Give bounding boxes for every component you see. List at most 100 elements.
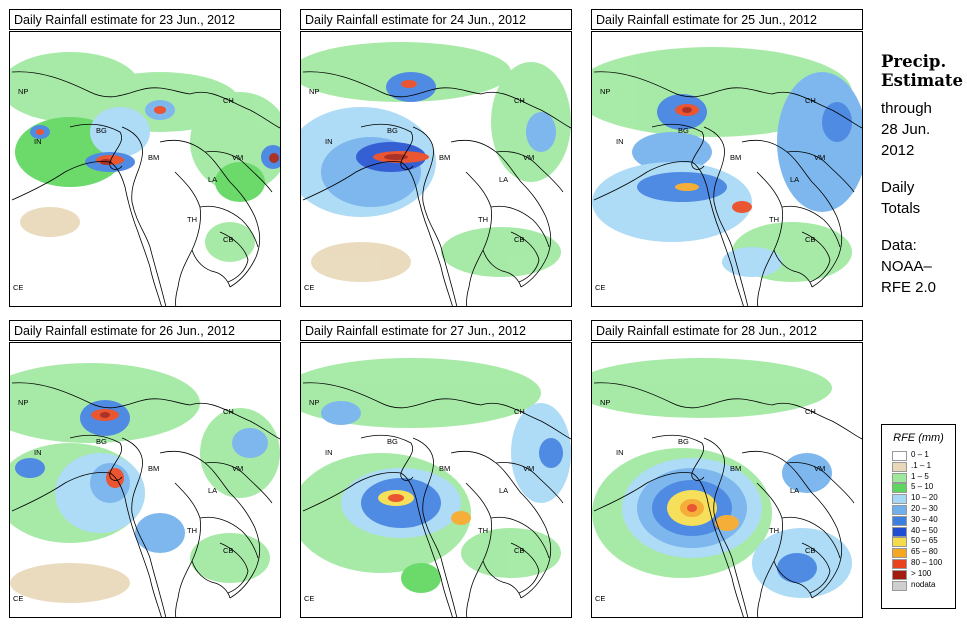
label-in: IN <box>616 448 624 457</box>
label-bg: BG <box>387 437 398 446</box>
label-bm: BM <box>439 464 450 473</box>
label-ch: CH <box>514 407 525 416</box>
legend-swatch <box>892 504 907 515</box>
title-line-1: Precip. <box>881 52 947 71</box>
panel-title: Daily Rainfall estimate for 24 Jun., 201… <box>300 9 572 30</box>
legend-swatch <box>892 483 907 494</box>
label-la: LA <box>499 175 508 184</box>
panel-title: Daily Rainfall estimate for 26 Jun., 201… <box>9 320 281 341</box>
label-bg: BG <box>387 126 398 135</box>
label-np: NP <box>600 398 610 407</box>
label-la: LA <box>499 486 508 495</box>
legend-swatch <box>892 451 907 461</box>
label-np: NP <box>309 87 319 96</box>
label-in: IN <box>616 137 624 146</box>
source-label: NOAA– <box>881 258 932 275</box>
panel-title: Daily Rainfall estimate for 23 Jun., 201… <box>9 9 281 30</box>
panel-title: Daily Rainfall estimate for 25 Jun., 201… <box>591 9 863 30</box>
through-label: through <box>881 100 932 117</box>
label-vm: VM <box>232 153 243 162</box>
label-ch: CH <box>223 96 234 105</box>
label-th: TH <box>478 215 488 224</box>
totals-label: Totals <box>881 200 921 217</box>
label-bg: BG <box>678 126 689 135</box>
label-cb: CB <box>514 546 524 555</box>
figure-title: Precip. Estimate <box>881 52 967 90</box>
period-note: through 28 Jun. 2012 Daily Totals Data: … <box>881 98 967 298</box>
legend-label: 10 – 20 <box>911 493 938 503</box>
legend-title: RFE (mm) <box>893 432 944 444</box>
label-bm: BM <box>439 153 450 162</box>
legend-swatch <box>892 548 907 559</box>
legend-label: 1 – 5 <box>911 471 929 481</box>
label-ch: CH <box>805 407 816 416</box>
legend-swatch <box>892 461 907 472</box>
rainfall-panel-24-jun: Daily Rainfall estimate for 24 Jun., 201… <box>300 9 572 307</box>
product-label: RFE 2.0 <box>881 279 937 296</box>
legend-label: 5 – 10 <box>911 482 934 492</box>
label-bg: BG <box>678 437 689 446</box>
legend-label: .1 – 1 <box>911 460 932 470</box>
label-np: NP <box>18 398 28 407</box>
label-th: TH <box>187 215 197 224</box>
label-cb: CB <box>805 235 815 244</box>
legend-label: 0 – 1 <box>911 450 929 459</box>
label-la: LA <box>208 175 217 184</box>
rainfall-map: NP IN BG CH BM VM LA TH CB CE <box>9 31 281 307</box>
rainfall-panel-25-jun: Daily Rainfall estimate for 25 Jun., 201… <box>591 9 863 307</box>
label-la: LA <box>790 486 799 495</box>
label-bg: BG <box>96 437 107 446</box>
rainfall-panel-27-jun: Daily Rainfall estimate for 27 Jun., 201… <box>300 320 572 618</box>
rainfall-panel-23-jun: Daily Rainfall estimate for 23 Jun., 201… <box>9 9 281 307</box>
label-th: TH <box>769 215 779 224</box>
label-ch: CH <box>223 407 234 416</box>
legend-label: 80 – 100 <box>911 557 943 567</box>
legend-swatch <box>892 558 907 569</box>
label-cb: CB <box>223 546 233 555</box>
label-bm: BM <box>730 464 741 473</box>
label-in: IN <box>34 137 42 146</box>
rainfall-map: NP IN BG CH BM VM LA TH CB CE <box>591 31 863 307</box>
legend-swatch <box>892 537 907 548</box>
label-ch: CH <box>514 96 525 105</box>
data-label: Data: <box>881 237 917 254</box>
label-np: NP <box>600 87 610 96</box>
title-line-2: Estimate <box>881 71 964 90</box>
legend-label: > 100 <box>911 568 932 578</box>
label-ce: CE <box>595 283 605 292</box>
label-la: LA <box>208 486 217 495</box>
legend-swatch <box>892 580 907 591</box>
through-year: 2012 <box>881 142 915 159</box>
label-ch: CH <box>805 96 816 105</box>
legend-label: 20 – 30 <box>911 503 938 513</box>
label-vm: VM <box>523 153 534 162</box>
label-cb: CB <box>223 235 233 244</box>
legend-label: 30 – 40 <box>911 514 938 524</box>
label-ce: CE <box>13 283 23 292</box>
legend-label: 65 – 80 <box>911 547 938 557</box>
label-vm: VM <box>232 464 243 473</box>
label-bm: BM <box>148 153 159 162</box>
label-ce: CE <box>595 594 605 603</box>
label-vm: VM <box>523 464 534 473</box>
figure-annotation: Precip. Estimate through 28 Jun. 2012 Da… <box>881 52 967 298</box>
label-ce: CE <box>13 594 23 603</box>
label-bg: BG <box>96 126 107 135</box>
label-vm: VM <box>814 153 825 162</box>
label-th: TH <box>187 526 197 535</box>
label-cb: CB <box>514 235 524 244</box>
label-vm: VM <box>814 464 825 473</box>
legend-label: 40 – 50 <box>911 525 938 535</box>
label-cb: CB <box>805 546 815 555</box>
panel-title: Daily Rainfall estimate for 27 Jun., 201… <box>300 320 572 341</box>
legend-swatch <box>892 494 907 505</box>
rainfall-map: NP IN BG CH BM VM LA TH CB CE <box>591 342 863 618</box>
label-in: IN <box>325 137 333 146</box>
label-in: IN <box>34 448 42 457</box>
rainfall-panel-28-jun: Daily Rainfall estimate for 28 Jun., 201… <box>591 320 863 618</box>
label-ce: CE <box>304 283 314 292</box>
legend-label: 50 – 65 <box>911 536 938 546</box>
label-ce: CE <box>304 594 314 603</box>
legend-swatch <box>892 472 907 483</box>
